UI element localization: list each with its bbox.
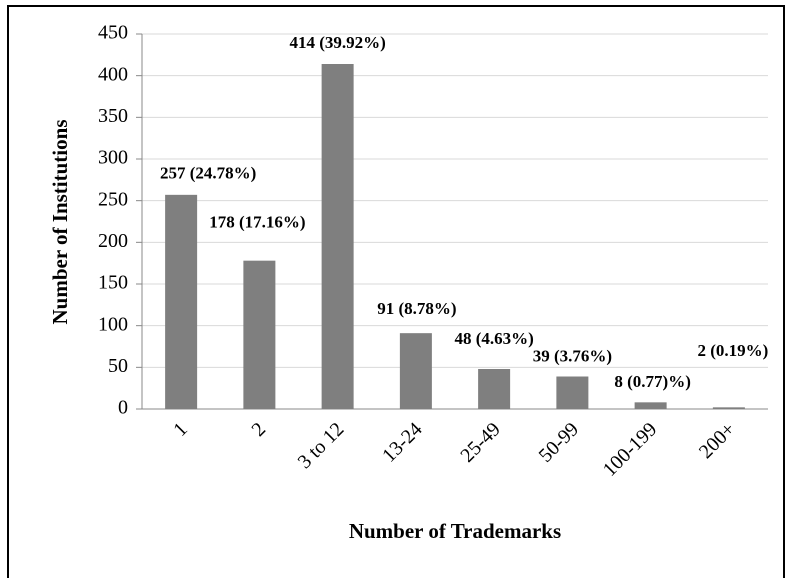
value-label: 39 (3.76%) [533,346,612,365]
value-label: 257 (24.78%) [160,164,256,183]
x-tick-label: 1 [169,418,192,441]
value-label: 91 (8.78%) [377,299,456,318]
bar [243,260,276,409]
bar [399,333,432,409]
bar [165,194,198,409]
frame [7,5,785,578]
bar [712,407,745,409]
y-tick-label: 150 [98,272,128,294]
y-tick-label: 350 [98,105,128,127]
y-tick-label: 200 [98,230,128,252]
x-tick-label: 2 [248,418,271,441]
y-tick-label: 450 [98,22,128,44]
y-tick-label: 250 [98,188,128,210]
x-tick-label: 13-24 [378,418,427,467]
y-tick-label: 100 [98,313,128,335]
y-tick-label: 300 [98,147,128,169]
x-tick-label: 100-199 [599,418,662,481]
value-label: 48 (4.63%) [454,329,533,348]
value-label: 178 (17.16%) [209,213,305,232]
y-tick-label: 400 [98,63,128,85]
bar [321,64,354,409]
x-tick-label: 200+ [695,418,740,463]
value-label: 414 (39.92%) [289,33,385,52]
x-tick-label: 3 to 12 [294,418,349,473]
y-axis-title: Number of Institutions [48,120,72,325]
value-label: 2 (0.19%) [697,341,768,360]
x-axis-title: Number of Trademarks [349,519,561,543]
x-tick-label: 25-49 [456,418,505,467]
y-tick-label: 50 [108,355,128,377]
x-tick-label: 50-99 [535,418,584,467]
bar [556,376,589,409]
bar [634,402,667,409]
bar [478,369,511,409]
y-tick-label: 0 [118,397,128,419]
value-label: 8 (0.77)%) [614,372,690,391]
